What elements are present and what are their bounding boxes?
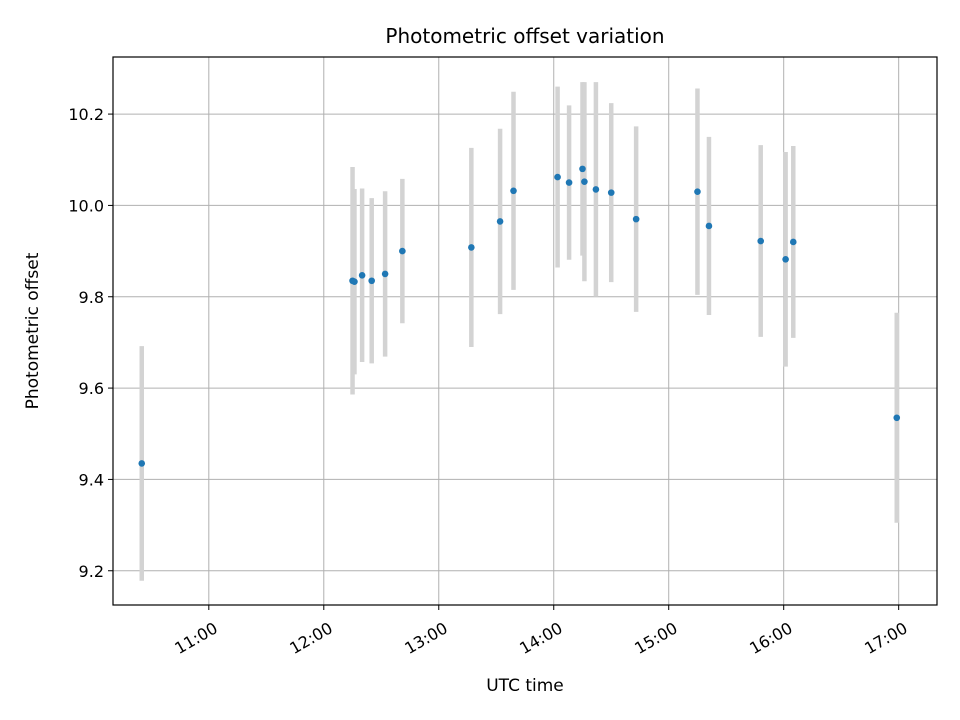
plot-frame xyxy=(112,56,938,606)
data-point xyxy=(581,178,588,185)
data-point xyxy=(705,222,713,230)
y-tick-label: 9.6 xyxy=(79,379,104,398)
data-point xyxy=(607,189,615,196)
chart-title: Photometric offset variation xyxy=(385,24,664,48)
data-points xyxy=(138,165,901,467)
x-tick-label: 12:00 xyxy=(286,618,335,658)
data-point xyxy=(632,215,640,223)
data-point xyxy=(579,165,586,173)
x-tick-label: 14:00 xyxy=(516,618,565,658)
data-point xyxy=(381,270,389,278)
x-axis-ticks: 11:00 12:00 13:00 14:00 15:00 16:00 17:00 xyxy=(171,605,911,658)
data-point xyxy=(893,414,901,422)
data-point xyxy=(694,188,701,196)
data-point xyxy=(368,277,375,285)
data-point xyxy=(789,238,797,246)
data-point xyxy=(510,187,517,195)
data-point xyxy=(138,460,146,467)
data-point xyxy=(468,244,475,251)
data-point xyxy=(358,271,366,279)
y-tick-label: 9.8 xyxy=(79,288,104,307)
data-point xyxy=(592,186,600,193)
x-tick-label: 13:00 xyxy=(401,618,450,658)
y-tick-label: 9.4 xyxy=(79,470,104,489)
data-point xyxy=(399,247,406,255)
x-axis-title: UTC time xyxy=(486,676,564,696)
data-point xyxy=(351,278,358,285)
y-tick-label: 10.0 xyxy=(68,196,104,215)
y-axis-title: Photometric offset xyxy=(23,252,43,409)
x-tick-label: 17:00 xyxy=(861,618,910,658)
plot-background xyxy=(113,57,937,605)
data-point xyxy=(496,218,504,225)
y-axis-ticks: 9.2 9.4 9.6 9.8 10.0 10.2 xyxy=(68,105,113,581)
x-tick-label: 11:00 xyxy=(171,618,220,658)
x-tick-label: 15:00 xyxy=(631,618,680,658)
y-tick-label: 9.2 xyxy=(79,562,104,581)
data-point xyxy=(782,256,789,263)
data-point xyxy=(554,173,561,181)
data-point xyxy=(565,179,573,186)
x-tick-label: 16:00 xyxy=(746,618,795,658)
y-tick-label: 10.2 xyxy=(68,105,104,124)
data-point xyxy=(757,237,765,245)
